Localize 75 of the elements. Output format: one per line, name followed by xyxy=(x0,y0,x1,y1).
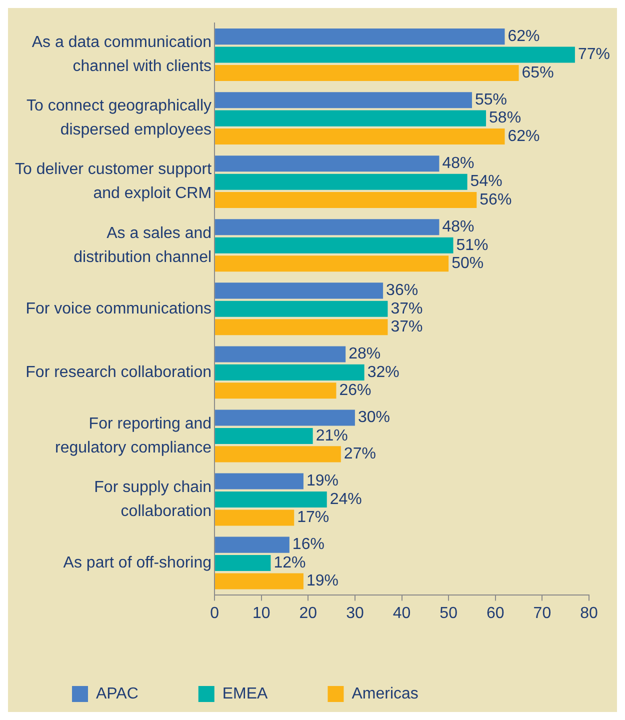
text: 21% xyxy=(316,427,348,444)
bar xyxy=(215,192,477,208)
text: 36% xyxy=(386,282,418,300)
text: 27% xyxy=(344,446,376,463)
bar xyxy=(215,473,304,490)
x-tick-label: 70 xyxy=(533,604,552,622)
y-tick-label: For supply chain collaboration xyxy=(94,478,212,520)
text: 32% xyxy=(367,364,400,381)
bar xyxy=(215,510,294,526)
bar xyxy=(215,282,384,299)
text: 16% xyxy=(292,536,324,554)
bar xyxy=(215,555,271,572)
legend-label: APAC xyxy=(96,685,138,702)
bar xyxy=(215,446,341,462)
bar xyxy=(215,346,346,362)
text: 54% xyxy=(470,173,502,190)
bar xyxy=(215,92,472,108)
text: 56% xyxy=(480,191,512,208)
text: 48% xyxy=(442,218,474,236)
y-tick-label: To connect geographically dispersed employees xyxy=(26,98,212,139)
bar xyxy=(215,46,575,63)
y-tick-label: As a data communication channel with clients xyxy=(32,34,212,76)
text: 51% xyxy=(456,236,488,254)
bar xyxy=(215,536,290,553)
bar xyxy=(215,428,313,444)
bar xyxy=(215,28,505,45)
bar xyxy=(215,64,519,81)
x-tick-label: 0 xyxy=(210,604,220,622)
text: 17% xyxy=(297,509,330,526)
x-tick-label: 50 xyxy=(440,604,458,622)
text: 12% xyxy=(274,554,306,572)
text: 28% xyxy=(348,346,381,363)
bar xyxy=(215,174,468,190)
text: 58% xyxy=(489,110,522,127)
text: 19% xyxy=(306,572,338,590)
legend-label: EMEA xyxy=(222,685,268,702)
text: 19% xyxy=(306,472,338,490)
bar xyxy=(215,491,327,508)
text: 62% xyxy=(508,128,540,145)
bar xyxy=(215,110,486,126)
y-tick-label: For research collaboration xyxy=(26,364,212,381)
bar xyxy=(215,364,364,380)
bar xyxy=(215,237,454,254)
bar xyxy=(215,156,440,172)
text: 48% xyxy=(442,155,474,172)
x-tick-label: 60 xyxy=(486,604,504,622)
text: 55% xyxy=(474,91,508,108)
bar xyxy=(215,128,505,145)
x-tick-label: 10 xyxy=(252,604,270,622)
x-tick-label: 40 xyxy=(392,604,411,622)
text: 62% xyxy=(508,28,540,45)
text: 65% xyxy=(522,64,554,82)
bar xyxy=(215,382,336,399)
bar xyxy=(215,300,388,317)
text: 37% xyxy=(390,300,423,318)
text: 24% xyxy=(330,490,362,508)
bar xyxy=(215,410,355,426)
text: 50% xyxy=(452,254,484,272)
text: 37% xyxy=(390,318,423,336)
text: 26% xyxy=(339,382,372,400)
bar xyxy=(215,219,440,236)
y-tick-label: To deliver customer support and exploit CRM xyxy=(15,161,212,202)
y-tick-label: For reporting and regulatory compliance xyxy=(55,415,212,456)
bar xyxy=(215,319,388,336)
text: 77% xyxy=(578,46,610,64)
y-tick-label: As a sales and distribution channel xyxy=(74,224,212,266)
bar xyxy=(215,573,304,590)
y-tick-label: As part of off-shoring xyxy=(63,554,212,572)
x-tick-label: 30 xyxy=(346,604,364,622)
x-tick-label: 80 xyxy=(580,604,598,622)
y-tick-label: For voice communications xyxy=(26,300,212,318)
bar xyxy=(215,256,449,272)
legend-label: Americas xyxy=(352,685,418,702)
x-tick-label: 20 xyxy=(299,604,318,622)
text: 30% xyxy=(358,409,390,426)
